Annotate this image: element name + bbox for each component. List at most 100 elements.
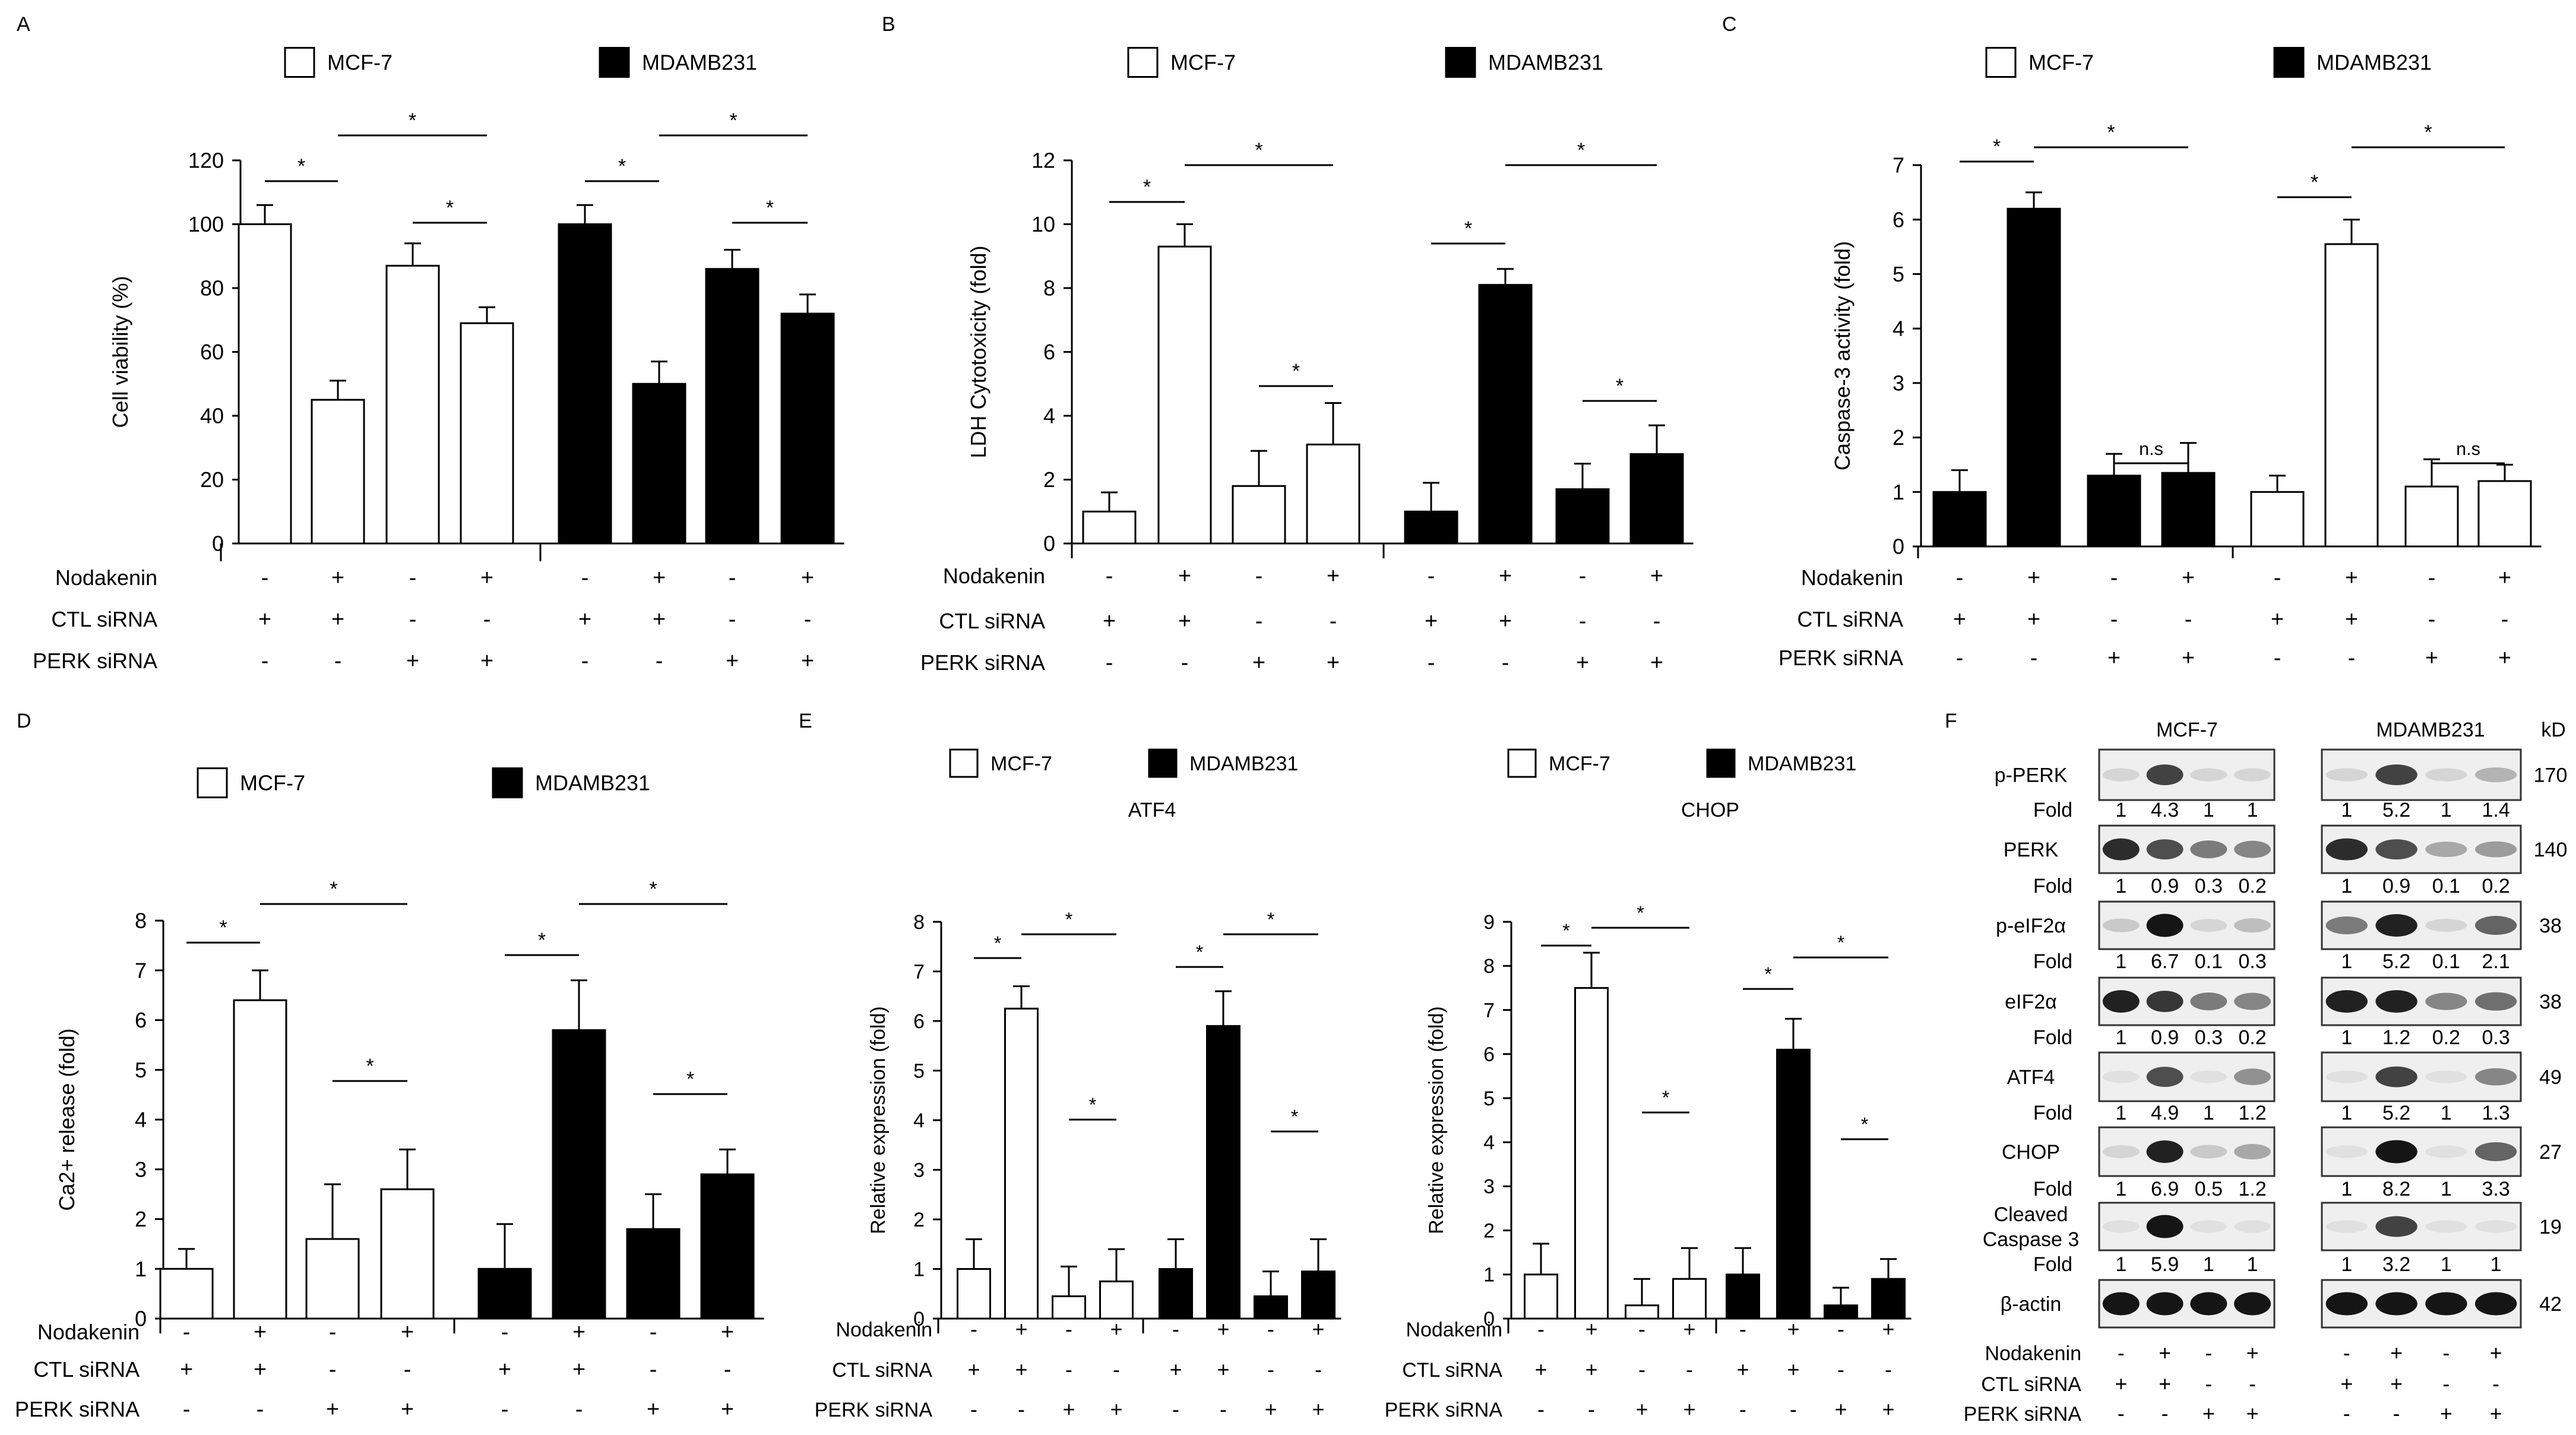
blot-row-sign-ctl-sirna: + bbox=[2340, 1372, 2353, 1396]
blot-band bbox=[2234, 1220, 2271, 1233]
blot-row-label-nodakenin: Nodakenin bbox=[1985, 1342, 2081, 1365]
bar-mdamb231-1 bbox=[1159, 1268, 1193, 1320]
row-sign-ctl-sirna: + bbox=[1178, 609, 1191, 634]
row-sign-nodakenin: - bbox=[1428, 564, 1435, 589]
bar-mdamb231-3 bbox=[626, 1228, 681, 1320]
blot-fold-value: 1 bbox=[2203, 1253, 2214, 1276]
blot-band bbox=[2190, 1145, 2227, 1159]
bar-mdamb231-1 bbox=[1726, 1273, 1760, 1320]
bar-mdamb231-1 bbox=[1404, 510, 1458, 545]
blot-row-label: CHOP bbox=[2002, 1141, 2060, 1164]
chart-title: ATF4 bbox=[1128, 799, 1176, 821]
blot-band bbox=[2190, 1292, 2227, 1316]
blot-fold-value: 1 bbox=[2115, 875, 2126, 897]
blot-fold-value: 1.3 bbox=[2482, 1102, 2509, 1124]
legend-label-mcf7: MCF-7 bbox=[327, 50, 393, 75]
row-sign-perk-sirna: - bbox=[1790, 1398, 1797, 1421]
row-sign-nodakenin: - bbox=[409, 565, 417, 590]
row-sign-nodakenin: + bbox=[2345, 565, 2358, 590]
blot-fold-value: 5.9 bbox=[2151, 1253, 2179, 1276]
bar-mcf7-2 bbox=[1157, 245, 1212, 545]
row-sign-perk-sirna: + bbox=[1252, 650, 1265, 675]
y-tick-label: 0 bbox=[135, 1307, 147, 1331]
row-sign-nodakenin: - bbox=[1255, 564, 1263, 589]
row-sign-ctl-sirna: + bbox=[1170, 1358, 1182, 1382]
bar-mcf7-3 bbox=[1052, 1295, 1086, 1320]
blot-band bbox=[2190, 1220, 2227, 1233]
row-sign-perk-sirna: + bbox=[1576, 650, 1589, 675]
bar-mdamb231-4 bbox=[1629, 453, 1684, 545]
row-sign-perk-sirna: - bbox=[970, 1398, 977, 1421]
row-sign-ctl-sirna: + bbox=[2027, 607, 2040, 632]
bar-mcf7-1 bbox=[957, 1268, 991, 1320]
legend-label-mcf7: MCF-7 bbox=[240, 771, 305, 795]
row-sign-ctl-sirna: + bbox=[254, 1357, 267, 1382]
significance-mark: * bbox=[1662, 1087, 1670, 1108]
blot-kd-value: 170 bbox=[2534, 764, 2568, 786]
blot-row-sign-nodakenin: - bbox=[2205, 1341, 2212, 1365]
row-sign-nodakenin: + bbox=[2498, 565, 2511, 590]
blot-row-label: ATF4 bbox=[2007, 1066, 2055, 1089]
blot-fold-value: 0.1 bbox=[2432, 875, 2460, 897]
row-sign-nodakenin: - bbox=[329, 1320, 337, 1345]
y-tick-label: 4 bbox=[1043, 404, 1055, 428]
bar-mcf7-1 bbox=[238, 223, 292, 545]
blot-fold-value: 1 bbox=[2341, 950, 2352, 973]
blot-fold-value: 3.2 bbox=[2382, 1253, 2410, 1276]
legend-swatch-mcf7 bbox=[1507, 748, 1537, 778]
row-sign-nodakenin: - bbox=[650, 1320, 657, 1345]
blot-fold-value: 4.9 bbox=[2151, 1102, 2179, 1124]
bar-mdamb231-4 bbox=[1301, 1270, 1336, 1320]
bar-mdamb231-1 bbox=[477, 1268, 532, 1320]
row-sign-perk-sirna: - bbox=[1106, 650, 1113, 675]
row-sign-perk-sirna: + bbox=[1835, 1398, 1847, 1421]
bar-mcf7-2 bbox=[1004, 1007, 1039, 1320]
blot-band bbox=[2234, 1069, 2271, 1085]
blot-band bbox=[2325, 1292, 2368, 1316]
blot-fold-value: 1 bbox=[2115, 1102, 2126, 1124]
y-axis-label: Caspase-3 activity (fold) bbox=[1830, 241, 1855, 470]
row-sign-ctl-sirna: - bbox=[409, 607, 417, 632]
row-sign-ctl-sirna: - bbox=[729, 607, 736, 632]
y-tick-label: 6 bbox=[913, 1010, 925, 1033]
blot-fold-value: 0.1 bbox=[2195, 950, 2223, 973]
y-tick-label: 3 bbox=[1893, 371, 1904, 395]
y-tick-label: 8 bbox=[1043, 276, 1055, 301]
y-tick-label: 8 bbox=[913, 911, 925, 934]
row-sign-perk-sirna: - bbox=[656, 649, 663, 674]
row-sign-perk-sirna: + bbox=[326, 1397, 339, 1422]
row-sign-nodakenin: - bbox=[970, 1317, 977, 1341]
row-sign-ctl-sirna: + bbox=[572, 1357, 586, 1382]
row-sign-nodakenin: + bbox=[801, 565, 814, 590]
blot-row-sign-perk-sirna: - bbox=[2162, 1402, 2169, 1425]
y-tick-label: 6 bbox=[1043, 340, 1055, 364]
blot-band bbox=[2425, 768, 2467, 782]
y-tick-label: 10 bbox=[1031, 212, 1055, 236]
row-sign-ctl-sirna: - bbox=[483, 607, 491, 632]
significance-mark: * bbox=[219, 916, 227, 939]
legend-label-mdamb231: MDAMB231 bbox=[2316, 50, 2432, 75]
significance-mark: * bbox=[1255, 139, 1262, 162]
bar-mcf7-1 bbox=[159, 1268, 214, 1320]
blot-row-label: p-eIF2α bbox=[1996, 915, 2066, 937]
bar-mcf7-3 bbox=[1232, 485, 1286, 545]
blot-fold-value: 1 bbox=[2115, 950, 2126, 973]
blot-band bbox=[2102, 1070, 2140, 1083]
y-tick-label: 7 bbox=[913, 960, 925, 983]
bar-mcf7-4 bbox=[380, 1188, 435, 1320]
row-sign-perk-sirna: - bbox=[2274, 646, 2281, 671]
blot-row-label: eIF2α bbox=[2005, 991, 2057, 1013]
row-sign-perk-sirna: + bbox=[2498, 646, 2511, 671]
row-sign-perk-sirna: - bbox=[1428, 650, 1435, 675]
blot-fold-value: 1 bbox=[2247, 1253, 2258, 1276]
row-sign-nodakenin: - bbox=[1579, 564, 1587, 589]
blot-fold-value: 1 bbox=[2203, 1102, 2214, 1124]
y-tick-label: 1 bbox=[1483, 1264, 1495, 1287]
row-sign-perk-sirna: + bbox=[647, 1397, 660, 1422]
panel-letter-c: C bbox=[1722, 13, 1737, 36]
y-tick-label: 6 bbox=[1893, 207, 1904, 232]
blot-band bbox=[2375, 1292, 2417, 1316]
blot-row-label: PERK bbox=[2004, 839, 2059, 861]
row-label-perk-sirna: PERK siRNA bbox=[1778, 646, 1903, 670]
row-sign-perk-sirna: - bbox=[1220, 1398, 1227, 1421]
